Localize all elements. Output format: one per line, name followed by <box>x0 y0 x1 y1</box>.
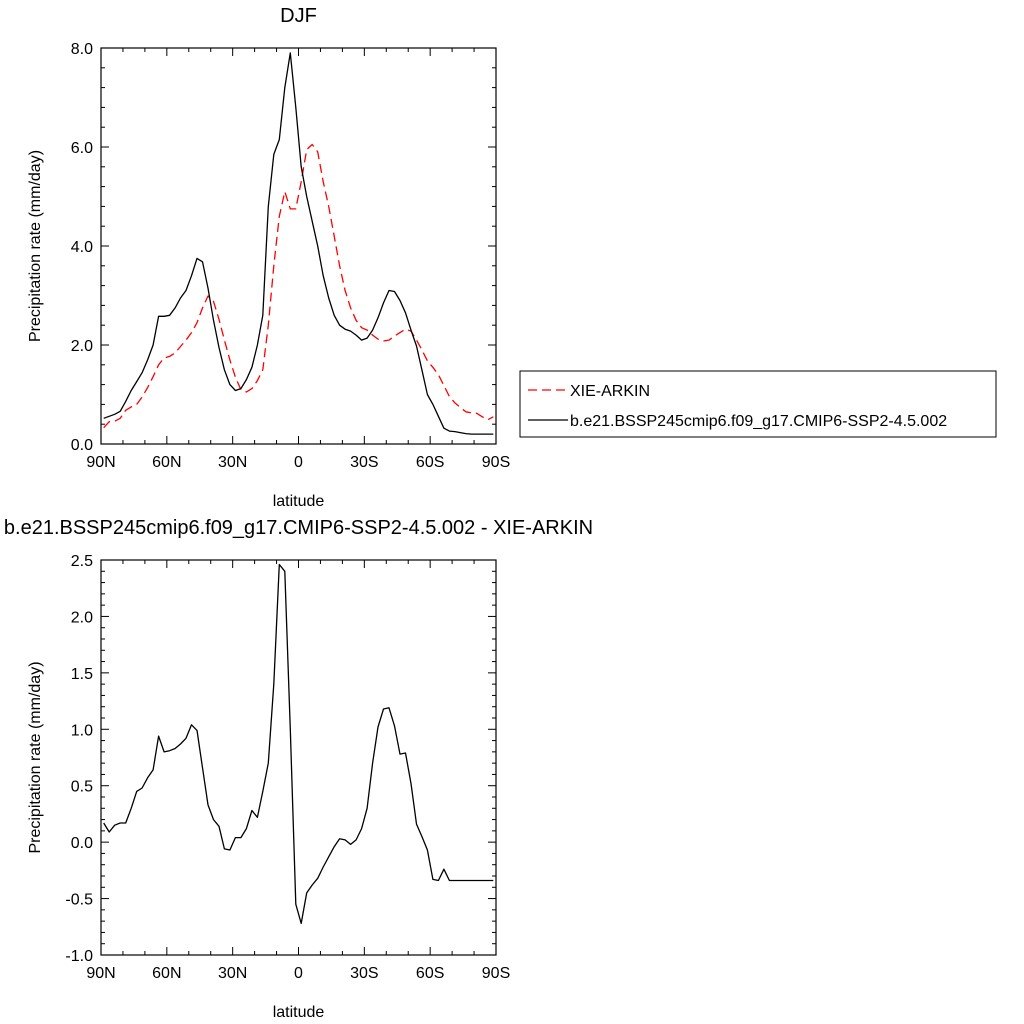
x-tick-label: 30N <box>218 454 247 471</box>
x-tick-label: 30S <box>350 965 378 982</box>
panel-top: DJF 90N 60N 30N 0 30S 60S 90S 0.0 2.0 4.0 6.0 8.0 lat… <box>27 5 510 510</box>
legend-entry-1: b.e21.BSSP245cmip6.f09_g17.CMIP6-SSP2-4.… <box>570 413 947 430</box>
x-tick-label: 90N <box>86 965 115 982</box>
x-tick-label: 0 <box>294 965 303 982</box>
x-tick-label: 90N <box>86 454 115 471</box>
y-tick-label: 2.0 <box>71 609 93 626</box>
series-line-0 <box>103 563 494 925</box>
x-tick-label: 30N <box>218 965 247 982</box>
series-line-1 <box>103 52 494 435</box>
y-tick-label: -1.0 <box>65 948 93 965</box>
x-axis-label: latitude <box>273 1004 325 1021</box>
series-line-0 <box>103 143 494 429</box>
x-tick-label: 0 <box>294 454 303 471</box>
x-tick-label: 90S <box>482 965 510 982</box>
y-tick-label: 1.5 <box>71 666 93 683</box>
x-tick-label: 30S <box>350 454 378 471</box>
y-axis-label: Precipitation rate (mm/day) <box>27 661 44 853</box>
y-tick-label: 0.0 <box>71 437 93 454</box>
chart-title: b.e21.BSSP245cmip6.f09_g17.CMIP6-SSP2-4.… <box>4 517 593 539</box>
y-tick-label: 0.5 <box>71 779 93 796</box>
legend: XIE-ARKIN b.e21.BSSP245cmip6.f09_g17.CMIP… <box>519 370 997 438</box>
y-tick-label: -0.5 <box>65 892 93 909</box>
y-tick-label: 2.0 <box>71 338 93 355</box>
y-tick-label: 1.0 <box>71 722 93 739</box>
x-tick-label: 60S <box>416 454 444 471</box>
y-tick-label: 8.0 <box>71 41 93 58</box>
y-tick-label: 4.0 <box>71 239 93 256</box>
legend-box <box>519 370 997 438</box>
x-tick-label: 60N <box>152 965 181 982</box>
y-axis-label: Precipitation rate (mm/day) <box>27 150 44 342</box>
y-tick-label: 0.0 <box>71 835 93 852</box>
x-tick-label: 60N <box>152 454 181 471</box>
y-tick-label: 6.0 <box>71 140 93 157</box>
x-axis-label: latitude <box>273 493 325 510</box>
panel-bottom: b.e21.BSSP245cmip6.f09_g17.CMIP6-SSP2-4.… <box>4 517 593 1021</box>
legend-entry-0: XIE-ARKIN <box>570 383 650 400</box>
chart-title: DJF <box>280 5 317 27</box>
y-tick-label: 2.5 <box>71 553 93 570</box>
x-tick-label: 60S <box>416 965 444 982</box>
x-tick-label: 90S <box>482 454 510 471</box>
plot-frame <box>100 559 497 956</box>
plot-frame <box>100 47 497 445</box>
